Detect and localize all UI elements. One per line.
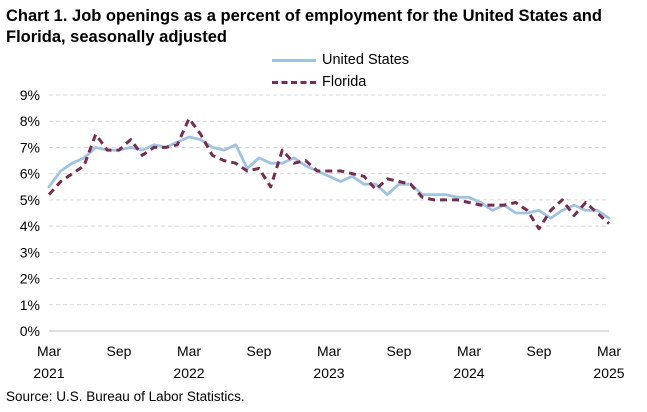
y-axis-labels: 0% 1% 2% 3% 4% 5% 6% 7% 8% 9%	[20, 87, 40, 339]
x-tick-label: Mar	[597, 343, 621, 359]
legend-label-us: United States	[322, 52, 410, 68]
x-tick-label: Sep	[247, 343, 272, 359]
series-line-united-states	[47, 135, 611, 220]
legend-swatch-us	[272, 58, 316, 62]
y-tick-label: 8%	[20, 113, 40, 129]
y-tick-label: 6%	[20, 166, 40, 182]
x-tick-year: 2021	[33, 365, 64, 381]
chart-title: Chart 1. Job openings as a percent of em…	[6, 7, 602, 46]
y-tick-label: 7%	[20, 139, 40, 155]
x-tick-label: Mar	[317, 343, 341, 359]
y-tick-label: 2%	[20, 271, 40, 287]
y-tick-label: 9%	[20, 87, 40, 103]
x-tick-label: Sep	[107, 343, 132, 359]
x-tick-year: 2022	[173, 365, 204, 381]
legend-item-us: United States	[272, 49, 409, 71]
source-note: Source: U.S. Bureau of Labor Statistics.	[6, 389, 245, 404]
legend-label-fl: Florida	[322, 74, 367, 90]
x-tick-year: 2024	[453, 365, 484, 381]
y-tick-label: 5%	[20, 192, 40, 208]
series-lines	[47, 117, 611, 231]
legend: United States Florida	[272, 49, 409, 93]
x-tick-label: Sep	[387, 343, 412, 359]
y-tick-label: 0%	[20, 323, 40, 339]
y-tick-label: 4%	[20, 218, 40, 234]
x-tick-label: Mar	[37, 343, 61, 359]
y-tick-label: 1%	[20, 297, 40, 313]
x-tick-label: Mar	[177, 343, 201, 359]
x-axis-labels: Mar 2021 Sep Mar 2022 Sep Mar 2023 Sep Mar 2024 Sep…	[33, 343, 624, 381]
x-tick-label: Sep	[527, 343, 552, 359]
y-tick-label: 3%	[20, 244, 40, 260]
legend-swatch-fl	[272, 80, 316, 84]
legend-item-fl: Florida	[272, 71, 409, 93]
x-tick-year: 2023	[313, 365, 344, 381]
x-tick-year: 2025	[593, 365, 624, 381]
gridlines	[49, 94, 609, 306]
series-line-florida	[47, 117, 611, 231]
x-tick-label: Mar	[457, 343, 481, 359]
